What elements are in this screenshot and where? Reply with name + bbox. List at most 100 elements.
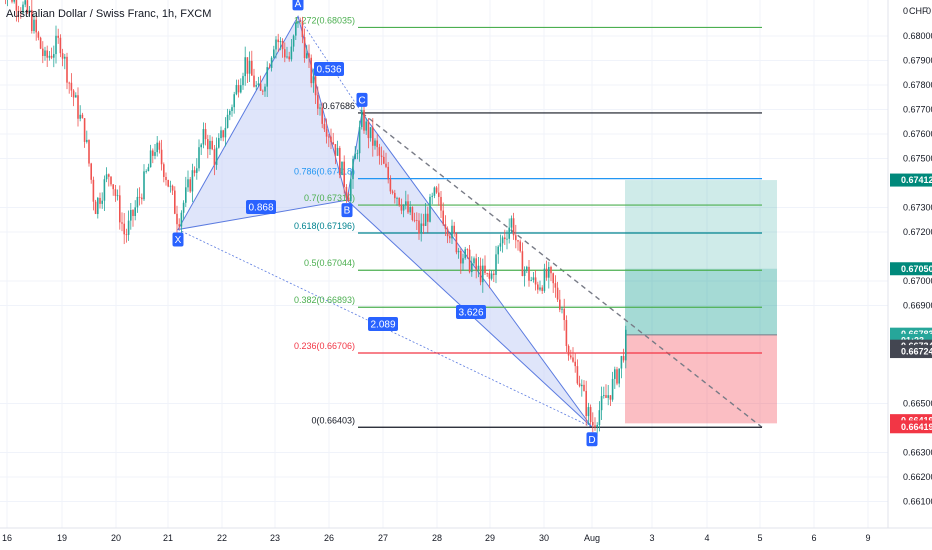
candle-body bbox=[26, 0, 29, 13]
candle-body bbox=[303, 37, 306, 59]
candle-body bbox=[499, 243, 502, 247]
candle-body bbox=[493, 273, 495, 275]
ratio-label[interactable]: 3.626 bbox=[458, 308, 483, 319]
candle-body bbox=[611, 378, 614, 400]
point-label-bg bbox=[172, 232, 184, 247]
partial-profit-zone[interactable] bbox=[625, 268, 777, 335]
candle-body bbox=[103, 179, 106, 201]
candle-body bbox=[578, 383, 581, 387]
candle-body bbox=[420, 223, 422, 234]
candle-body bbox=[328, 136, 330, 138]
x-tick-label: 21 bbox=[163, 533, 173, 543]
profit-zone[interactable] bbox=[625, 180, 777, 335]
candle-body bbox=[376, 140, 378, 148]
candle-body bbox=[37, 32, 40, 38]
candle-body bbox=[136, 196, 139, 208]
candle-body bbox=[292, 35, 295, 47]
candle-body bbox=[596, 425, 598, 428]
point-label-a[interactable]: A bbox=[295, 0, 302, 10]
candle-body bbox=[121, 222, 123, 224]
candle-body bbox=[44, 50, 46, 56]
x-tick-label: 27 bbox=[378, 533, 388, 543]
candle-body bbox=[501, 237, 504, 244]
candle-body bbox=[81, 114, 84, 119]
candle-body bbox=[94, 201, 97, 215]
point-label-c[interactable]: C bbox=[358, 95, 365, 106]
ratio-label[interactable]: 0.868 bbox=[248, 203, 273, 214]
candle-body bbox=[603, 395, 605, 397]
candle-body bbox=[543, 268, 546, 291]
candle-body bbox=[297, 21, 299, 23]
candle-body bbox=[506, 238, 508, 240]
point-label-b[interactable]: B bbox=[344, 206, 351, 217]
point-label-d[interactable]: D bbox=[588, 435, 595, 446]
candle-body bbox=[77, 95, 79, 119]
candle-body bbox=[143, 171, 145, 200]
candle-body bbox=[587, 407, 590, 417]
candle-body bbox=[468, 249, 471, 273]
candle-body bbox=[383, 156, 385, 164]
point-label-x[interactable]: X bbox=[175, 235, 182, 246]
candle-body bbox=[330, 136, 332, 143]
fib-label: 0.786(0.67418) bbox=[294, 167, 355, 177]
candle-body bbox=[548, 267, 550, 278]
fib-label: 0.7(0.67310) bbox=[304, 193, 355, 203]
x-tick-label: 23 bbox=[270, 533, 280, 543]
candle-body bbox=[372, 127, 374, 146]
candle-body bbox=[396, 197, 398, 199]
candle-body bbox=[68, 82, 70, 84]
candle-body bbox=[609, 395, 612, 400]
candle-body bbox=[220, 130, 222, 139]
loss-zone[interactable] bbox=[625, 334, 777, 424]
candle-body bbox=[550, 267, 552, 274]
candle-body bbox=[202, 129, 205, 145]
candle-body bbox=[369, 127, 372, 139]
ratio-label-bg bbox=[314, 62, 344, 76]
point-label-bg bbox=[341, 203, 353, 218]
candle-body bbox=[248, 60, 251, 74]
fib-levels[interactable]: 1.272(0.68035) 0.67686 0.786(0.67418) 0.7(0… bbox=[294, 15, 762, 428]
candle-body bbox=[55, 35, 57, 55]
ratio-label[interactable]: 0.536 bbox=[316, 65, 341, 76]
candle-body bbox=[163, 164, 165, 177]
candle-body bbox=[259, 83, 262, 91]
candle-body bbox=[427, 213, 429, 222]
candle-body bbox=[378, 147, 381, 156]
long-position-tool[interactable] bbox=[625, 180, 777, 424]
candle-body bbox=[532, 277, 535, 280]
candle-body bbox=[438, 192, 440, 197]
ratio-label[interactable]: 2.089 bbox=[370, 320, 395, 331]
candle-body bbox=[277, 39, 279, 43]
candle-body bbox=[167, 180, 169, 187]
candle-body bbox=[581, 384, 583, 387]
candle-body bbox=[281, 41, 284, 50]
candle-body bbox=[352, 159, 354, 180]
candle-body bbox=[405, 201, 407, 205]
fib-label: 0.67686 bbox=[322, 101, 355, 111]
pattern-labels[interactable]: X A B C D 0.536 0.868 3.626 2.089 bbox=[172, 0, 598, 447]
time-axis[interactable]: 16 19 20 21 22 23 26 27 28 29 30 Aug 3 4 5 6 9 bbox=[2, 533, 871, 543]
candle-body bbox=[552, 273, 554, 284]
candle-body bbox=[462, 258, 464, 264]
price-tag-bg bbox=[890, 262, 932, 276]
candle-body bbox=[539, 287, 541, 290]
candle-body bbox=[455, 233, 458, 253]
candle-body bbox=[97, 197, 99, 215]
candle-body bbox=[565, 320, 568, 346]
candle-body bbox=[90, 163, 92, 180]
candle-body bbox=[517, 240, 519, 242]
candle-body bbox=[321, 107, 323, 124]
candle-body bbox=[20, 11, 22, 13]
candle-body bbox=[253, 75, 255, 87]
x-tick-label: 3 bbox=[649, 533, 654, 543]
candle-body bbox=[46, 50, 48, 58]
candle-body bbox=[182, 202, 185, 213]
candle-body bbox=[347, 197, 350, 202]
candle-body bbox=[583, 384, 585, 391]
